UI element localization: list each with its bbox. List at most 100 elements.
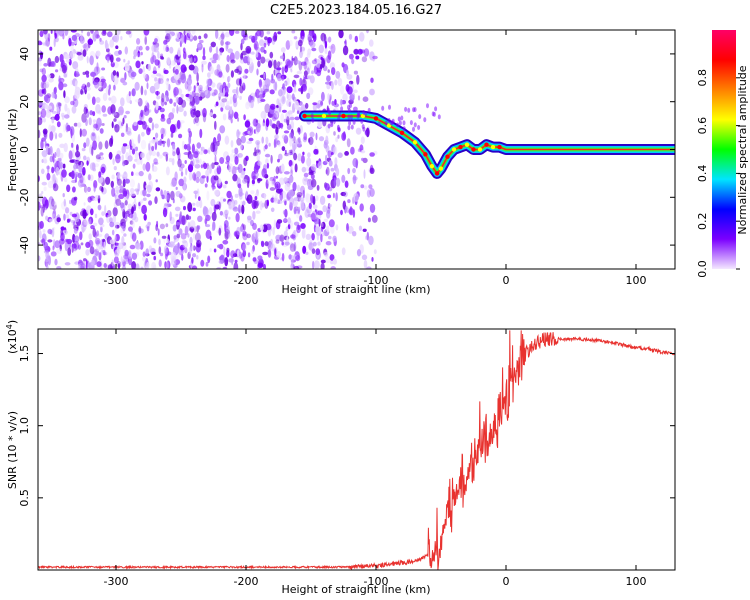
- noise-blob: [62, 163, 66, 169]
- noise-blob: [290, 242, 294, 249]
- noise-blob: [123, 233, 127, 237]
- noise-blob: [187, 164, 194, 173]
- noise-blob: [40, 108, 47, 119]
- noise-blob: [348, 207, 354, 216]
- noise-blob: [109, 239, 116, 245]
- noise-blob: [211, 60, 217, 64]
- noise-blob: [307, 33, 313, 41]
- noise-blob: [227, 82, 231, 89]
- noise-blob: [95, 104, 101, 114]
- noise-blob: [198, 35, 202, 40]
- noise-blob: [92, 140, 97, 151]
- noise-blob: [282, 52, 286, 62]
- noise-blob: [284, 182, 291, 192]
- noise-blob: [134, 99, 140, 103]
- noise-blob: [303, 132, 308, 141]
- noise-blob: [165, 33, 171, 43]
- noise-blob: [328, 206, 331, 212]
- noise-blob: [303, 70, 308, 77]
- noise-blob: [167, 57, 171, 65]
- spectrogram-y-tick-label: 40: [18, 47, 31, 61]
- noise-blob: [293, 152, 298, 161]
- noise-blob: [271, 73, 274, 81]
- noise-blob: [115, 224, 120, 229]
- ridge-speckle: [400, 115, 404, 121]
- noise-blob: [353, 89, 358, 94]
- noise-blob: [197, 44, 202, 48]
- noise-blob: [122, 188, 127, 196]
- noise-blob: [52, 183, 59, 192]
- noise-blob: [256, 68, 259, 76]
- noise-blob: [246, 215, 252, 221]
- noise-blob: [211, 226, 215, 231]
- noise-blob: [187, 221, 191, 232]
- noise-blob: [180, 233, 187, 240]
- noise-blob: [303, 61, 307, 70]
- noise-blob: [162, 151, 169, 157]
- noise-blob: [137, 97, 143, 107]
- noise-blob: [140, 51, 143, 56]
- noise-blob: [343, 191, 348, 198]
- noise-blob: [310, 212, 316, 222]
- noise-blob: [160, 127, 165, 135]
- noise-blob: [255, 128, 259, 135]
- noise-blob: [257, 255, 263, 261]
- noise-blob: [199, 128, 203, 139]
- noise-blob: [275, 175, 279, 179]
- noise-blob: [285, 226, 289, 232]
- noise-blob: [48, 218, 54, 222]
- noise-blob: [184, 160, 187, 164]
- noise-blob: [184, 34, 187, 44]
- noise-blob: [52, 213, 55, 217]
- noise-blob: [65, 207, 69, 214]
- noise-blob: [194, 232, 201, 242]
- noise-blob: [299, 77, 303, 86]
- noise-blob: [326, 225, 330, 233]
- noise-blob: [334, 157, 338, 166]
- noise-blob: [39, 230, 42, 239]
- noise-blob: [203, 33, 208, 39]
- noise-blob: [63, 198, 66, 207]
- noise-blob: [308, 136, 314, 146]
- noise-blob: [102, 251, 108, 256]
- noise-blob: [192, 207, 196, 212]
- noise-blob: [240, 135, 246, 144]
- noise-blob: [207, 86, 212, 92]
- noise-blob: [154, 59, 160, 66]
- noise-blob: [127, 249, 132, 260]
- noise-blob: [185, 214, 189, 221]
- noise-blob: [153, 43, 159, 53]
- noise-blob: [38, 117, 43, 126]
- noise-blob: [196, 142, 202, 149]
- noise-blob: [113, 201, 118, 208]
- noise-blob: [347, 167, 351, 175]
- noise-blob: [231, 255, 234, 266]
- noise-blob: [293, 36, 298, 40]
- noise-blob: [280, 113, 285, 123]
- noise-blob: [52, 209, 57, 219]
- noise-blob: [335, 177, 341, 187]
- noise-blob: [180, 171, 184, 177]
- noise-blob: [237, 153, 243, 158]
- noise-blob: [289, 116, 295, 121]
- noise-blob: [225, 91, 228, 97]
- noise-blob: [128, 91, 131, 97]
- noise-blob: [100, 166, 106, 174]
- noise-blob: [304, 209, 310, 218]
- noise-blob: [66, 218, 70, 223]
- noise-blob: [141, 204, 148, 215]
- noise-blob: [187, 85, 191, 93]
- noise-blob: [243, 228, 246, 234]
- noise-blob: [91, 96, 96, 105]
- noise-blob: [52, 245, 55, 251]
- noise-blob: [362, 96, 369, 102]
- noise-blob: [70, 51, 76, 59]
- noise-blob: [157, 51, 160, 59]
- noise-blob: [238, 187, 243, 197]
- noise-blob: [194, 226, 197, 233]
- noise-blob: [184, 30, 191, 34]
- noise-blob: [87, 196, 92, 203]
- ridge-speckle: [396, 122, 400, 128]
- noise-blob: [251, 248, 255, 254]
